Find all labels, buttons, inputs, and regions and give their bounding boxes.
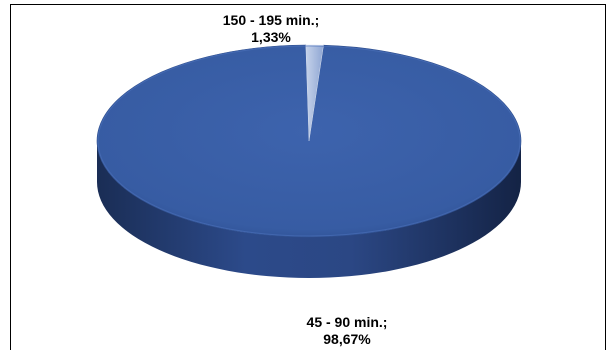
pie-slice-small [305, 44, 324, 142]
data-label-line: 98,67% [323, 331, 371, 347]
pie-chart: 45 - 90 min.; 98,67% 150 - 195 min.; 1,33% [96, 12, 522, 347]
data-label-line: 150 - 195 min.; [223, 12, 320, 28]
data-label-large: 45 - 90 min.; 98,67% [307, 314, 388, 347]
pie-top-rim [97, 45, 521, 237]
pie-group [96, 44, 522, 278]
label-group: 45 - 90 min.; 98,67% 150 - 195 min.; 1,33% [223, 12, 388, 347]
pie-side-large [97, 141, 521, 278]
data-label-line: 45 - 90 min.; [307, 314, 388, 330]
data-label-line: 1,33% [251, 29, 291, 45]
chart-frame: 45 - 90 min.; 98,67% 150 - 195 min.; 1,33% [10, 4, 606, 350]
data-label-small: 150 - 195 min.; 1,33% [223, 12, 320, 45]
